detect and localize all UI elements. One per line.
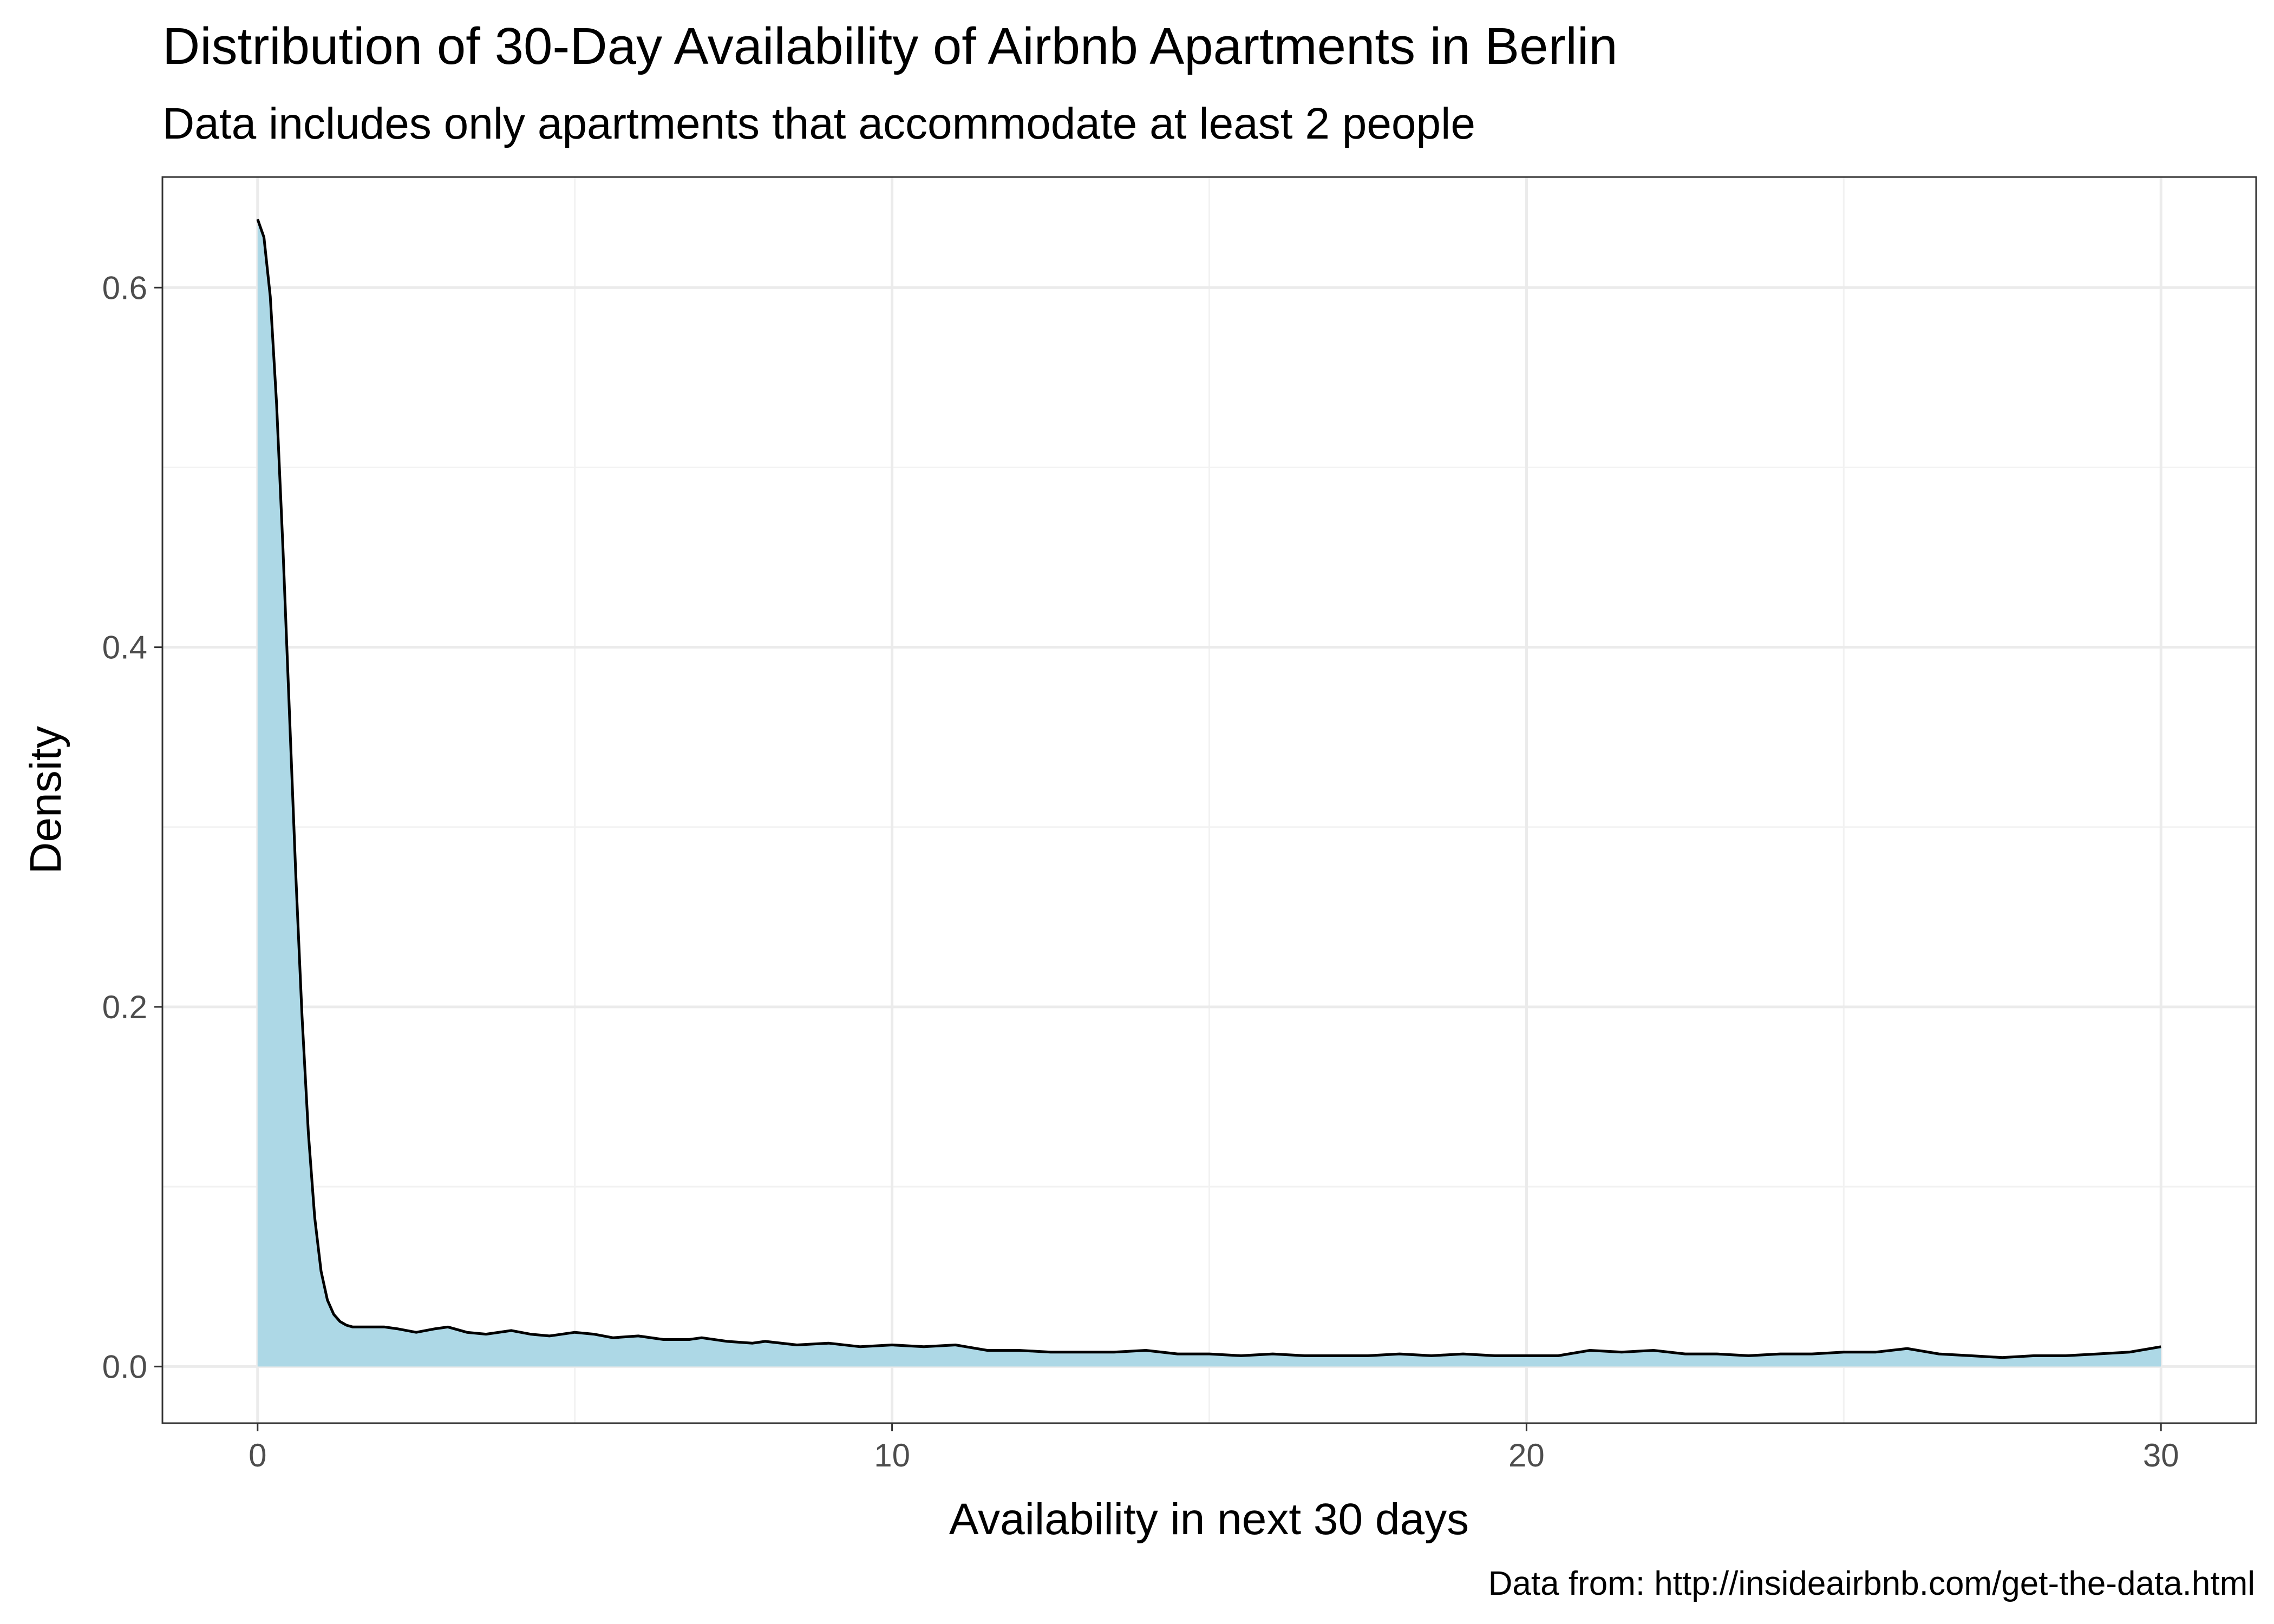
caption: Data from: http://insideairbnb.com/get-t… bbox=[1488, 1565, 2255, 1602]
y-axis-title: Density bbox=[21, 726, 70, 874]
x-tick-label: 30 bbox=[2143, 1437, 2179, 1474]
y-tick-label: 0.0 bbox=[102, 1348, 147, 1385]
x-tick-label: 0 bbox=[249, 1437, 266, 1474]
x-tick-label: 10 bbox=[874, 1437, 910, 1474]
y-tick-label: 0.2 bbox=[102, 989, 147, 1025]
grid-minor bbox=[162, 177, 2256, 1423]
chart-title: Distribution of 30-Day Availability of A… bbox=[162, 17, 1618, 75]
x-axis: 0 10 20 30 bbox=[249, 1423, 2179, 1474]
chart-subtitle: Data includes only apartments that accom… bbox=[162, 99, 1475, 148]
y-axis: 0.0 0.2 0.4 0.6 bbox=[102, 270, 162, 1385]
plot-border bbox=[161, 176, 2257, 1424]
x-axis-title: Availability in next 30 days bbox=[949, 1495, 1469, 1544]
x-tick-label: 20 bbox=[1508, 1437, 1545, 1474]
density-line bbox=[256, 219, 2161, 1359]
y-tick-label: 0.4 bbox=[102, 630, 147, 666]
y-tick-label: 0.6 bbox=[102, 270, 147, 306]
